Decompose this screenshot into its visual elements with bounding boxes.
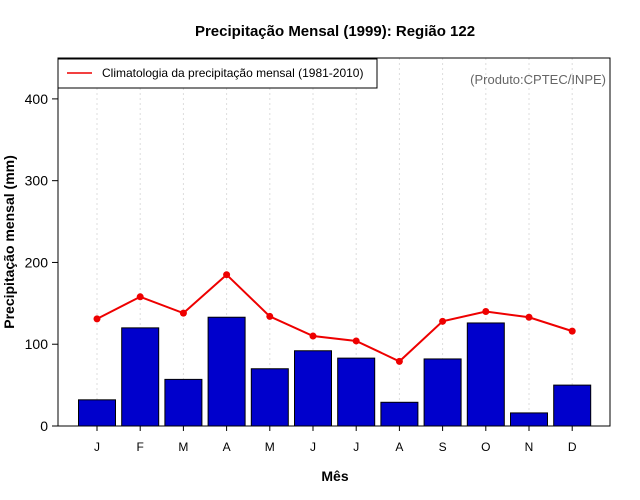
x-tick-label: S [439,440,447,454]
chart-title: Precipitação Mensal (1999): Região 122 [195,23,475,40]
bar-11 [553,384,592,427]
x-tick-label: M [265,440,275,454]
x-axis-label: Mês [321,468,348,484]
y-axis-label: Precipitação mensal (mm) [1,155,17,329]
x-tick-label: N [525,440,534,454]
climatology-polyline [96,273,573,363]
bar-4 [250,368,289,427]
climatology-point-2 [179,309,187,317]
bar-3 [207,316,246,427]
x-tick-label: F [137,440,144,454]
climatology-point-1 [136,293,144,301]
x-tick-label: D [568,440,577,454]
plot-frame [57,57,611,427]
bar-7 [380,401,419,427]
climatology-point-4 [266,312,274,320]
y-tick-label: 200 [25,254,49,270]
y-tick-label: 300 [25,173,49,189]
x-tick-label: O [481,440,490,454]
x-tick-label: A [395,440,403,454]
y-axis: 0 100 200 300 400 [25,91,58,434]
climatology-point-8 [439,317,447,325]
climatology-point-3 [223,271,231,279]
bar-10 [510,412,548,427]
bar-2 [164,378,203,427]
climatology-point-6 [352,337,360,345]
x-tick-label: J [94,440,100,454]
bar-9 [466,322,505,427]
y-tick-label: 0 [40,418,48,434]
climatology-point-11 [568,327,576,335]
bar-5 [294,350,332,427]
legend-label: Climatologia da precipitação mensal (198… [102,66,363,80]
bar-1 [121,327,160,427]
y-tick-label: 400 [25,91,49,107]
climatology-point-10 [525,313,533,321]
credit-text: (Produto:CPTEC/INPE) [470,72,606,87]
bar-6 [337,357,376,427]
bars [78,316,592,427]
bar-8 [423,358,462,427]
climatology-point-5 [309,332,317,340]
legend-box [57,58,378,89]
x-tick-label: A [223,440,231,454]
x-tick-label: J [353,440,359,454]
bar-0 [78,399,116,427]
climatology-point-0 [93,315,101,323]
climatology-point-7 [395,357,403,365]
legend: Climatologia da precipitação mensal (198… [57,58,378,89]
climatology-point-9 [482,308,490,316]
x-tick-label: M [178,440,188,454]
y-tick-label: 100 [25,336,49,352]
x-tick-label: J [310,440,316,454]
climatology-line [93,271,576,365]
